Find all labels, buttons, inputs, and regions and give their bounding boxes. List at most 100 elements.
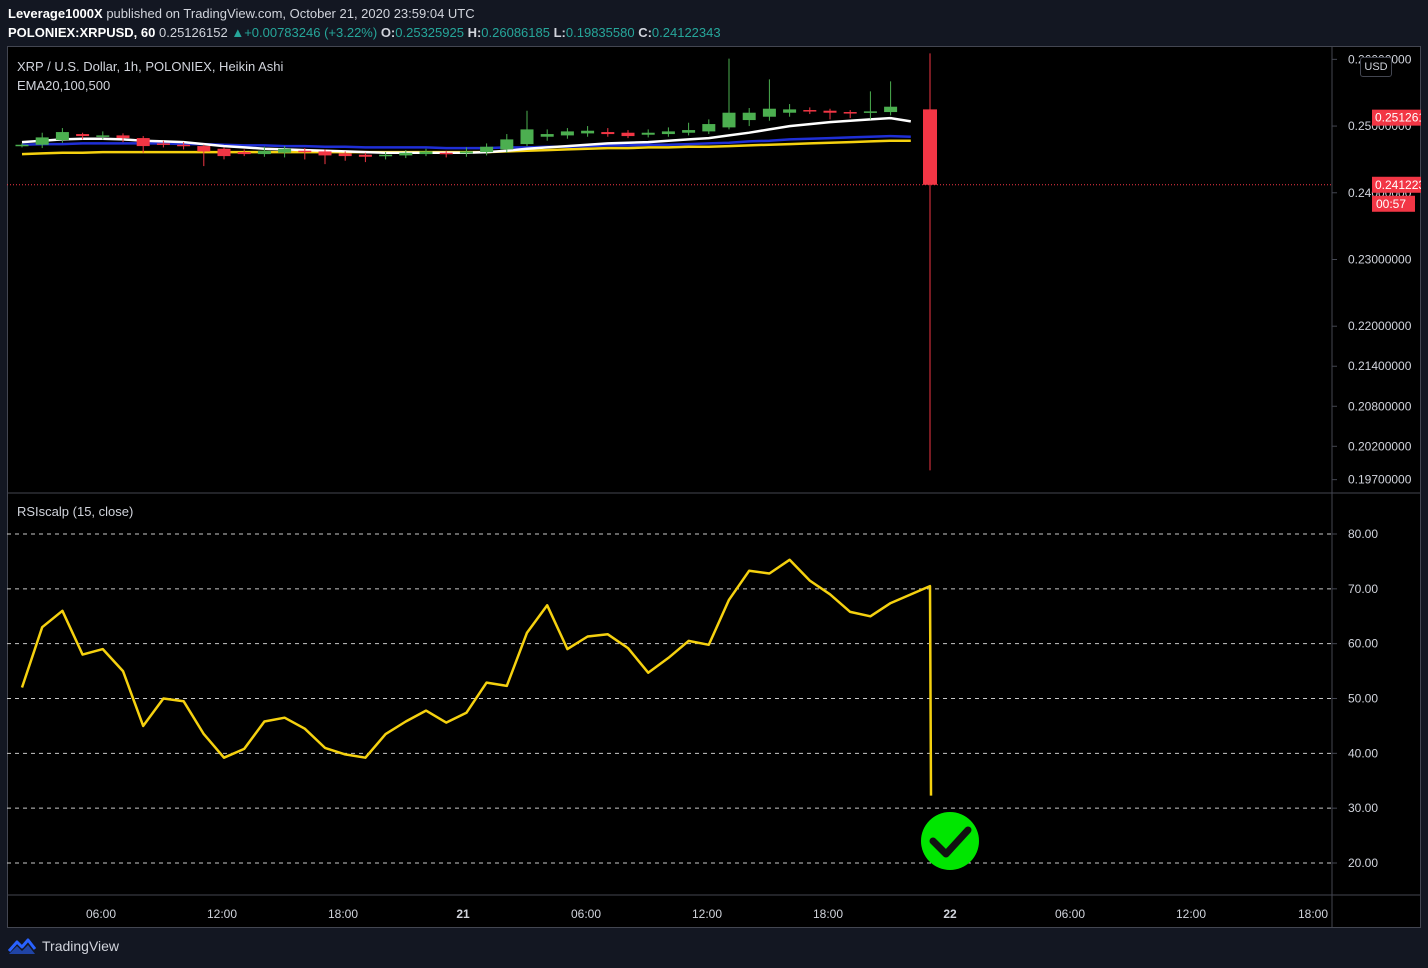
candle bbox=[762, 79, 776, 121]
time-axis-label: 22 bbox=[943, 907, 957, 921]
candle-body bbox=[399, 152, 413, 156]
price-tick-label: 0.21400000 bbox=[1348, 359, 1412, 373]
candle bbox=[803, 107, 817, 115]
candle bbox=[682, 122, 696, 136]
candle-body bbox=[480, 146, 494, 153]
open-label: O: bbox=[380, 25, 396, 40]
price-tick-label: 0.20800000 bbox=[1348, 399, 1412, 413]
rsi-tick-label: 40.00 bbox=[1348, 746, 1378, 760]
candle-body bbox=[197, 146, 211, 152]
candle bbox=[318, 149, 332, 165]
tradingview-logo-icon bbox=[8, 938, 36, 954]
candle bbox=[338, 151, 352, 161]
low-value: 0.19835580 bbox=[565, 25, 635, 40]
candle bbox=[601, 128, 615, 137]
candle-body bbox=[217, 148, 231, 157]
chart-svg[interactable]: 0.260000000.250000000.240000000.23000000… bbox=[7, 46, 1421, 928]
candle-body bbox=[621, 132, 635, 137]
candle bbox=[278, 146, 292, 158]
footer-brand[interactable]: TradingView bbox=[8, 937, 119, 955]
candle bbox=[358, 152, 372, 163]
candle bbox=[298, 148, 312, 160]
price-tick-label: 0.20200000 bbox=[1348, 439, 1412, 453]
candle bbox=[884, 81, 898, 116]
candle-body bbox=[338, 153, 352, 157]
rsi-tick-label: 20.00 bbox=[1348, 856, 1378, 870]
countdown-label: 00:57 bbox=[1376, 197, 1406, 211]
candle bbox=[136, 136, 150, 153]
time-axis-label: 06:00 bbox=[1055, 907, 1085, 921]
candle bbox=[641, 129, 655, 138]
countdown-bg bbox=[1372, 195, 1415, 212]
time-axis-label: 06:00 bbox=[86, 907, 116, 921]
candle bbox=[15, 143, 29, 148]
candle-body bbox=[358, 154, 372, 157]
candle bbox=[540, 129, 554, 141]
change-value: +0.00783246 (+3.22%) bbox=[244, 25, 378, 40]
rsi-line bbox=[20, 558, 933, 796]
high-value: 0.26086185 bbox=[481, 25, 550, 40]
candle-body bbox=[601, 132, 615, 135]
candle-body bbox=[379, 154, 393, 157]
candle bbox=[197, 144, 211, 167]
candle-body bbox=[581, 130, 595, 134]
check-mark-circle bbox=[921, 812, 979, 870]
rsi-pane-title[interactable]: RSIscalp (15, close) bbox=[17, 504, 134, 519]
candle bbox=[520, 110, 534, 147]
candle-body bbox=[419, 151, 433, 155]
candle-body bbox=[116, 135, 130, 139]
candle-body bbox=[540, 134, 554, 137]
candle-body bbox=[722, 112, 736, 128]
check-mark-stroke bbox=[929, 826, 972, 858]
price-value: 0.25126152 bbox=[159, 25, 228, 40]
time-axis-label: 12:00 bbox=[692, 907, 722, 921]
candle bbox=[35, 132, 49, 149]
high-label: H: bbox=[467, 25, 482, 40]
time-axis-label: 18:00 bbox=[1298, 907, 1328, 921]
symbol-label: POLONIEX:XRPUSD, 60 bbox=[8, 25, 156, 40]
candle bbox=[480, 143, 494, 156]
publish-info: Leverage1000X published on TradingView.c… bbox=[8, 6, 475, 21]
candle-body bbox=[884, 106, 898, 113]
candle bbox=[581, 126, 595, 137]
candle bbox=[399, 150, 413, 159]
candle-body bbox=[742, 112, 756, 121]
candle-body bbox=[783, 109, 797, 113]
ohlc-line: POLONIEX:XRPUSD, 60 0.25126152 ▲+0.00783… bbox=[8, 25, 721, 40]
ema-indicator-label[interactable]: EMA20,100,500 bbox=[17, 78, 111, 93]
candle-body bbox=[843, 112, 857, 114]
candle bbox=[722, 58, 736, 130]
candle bbox=[439, 150, 453, 158]
up-arrow-icon: ▲ bbox=[231, 25, 245, 40]
close-price-label-bg bbox=[1372, 176, 1421, 193]
candle-body bbox=[923, 109, 937, 185]
chart-area[interactable] bbox=[7, 46, 1421, 928]
candle-body bbox=[682, 130, 696, 133]
candle-body bbox=[298, 150, 312, 153]
author-name[interactable]: Leverage1000X bbox=[8, 6, 103, 21]
candle bbox=[459, 147, 473, 157]
price-tick-label: 0.22000000 bbox=[1348, 319, 1412, 333]
candle bbox=[257, 146, 271, 157]
candle-body bbox=[237, 152, 251, 155]
candle bbox=[843, 110, 857, 119]
time-axis-label: 21 bbox=[456, 907, 470, 921]
candle-body bbox=[661, 131, 675, 135]
currency-button[interactable]: USD bbox=[1360, 57, 1392, 77]
candle-body bbox=[459, 151, 473, 154]
candle bbox=[661, 127, 675, 137]
candle-body bbox=[641, 132, 655, 135]
candle-body bbox=[500, 139, 514, 150]
candle bbox=[237, 149, 251, 157]
candle-body bbox=[136, 138, 150, 147]
candle bbox=[923, 53, 937, 471]
candle-body bbox=[177, 144, 191, 147]
candle-body bbox=[762, 108, 776, 117]
price-tick-label: 0.23000000 bbox=[1348, 252, 1412, 266]
close-label: C: bbox=[638, 25, 652, 40]
price-pane-title: XRP / U.S. Dollar, 1h, POLONIEX, Heikin … bbox=[17, 59, 284, 74]
candle bbox=[55, 128, 69, 143]
candle-body bbox=[439, 152, 453, 155]
candle bbox=[379, 152, 393, 160]
candle bbox=[177, 142, 191, 150]
